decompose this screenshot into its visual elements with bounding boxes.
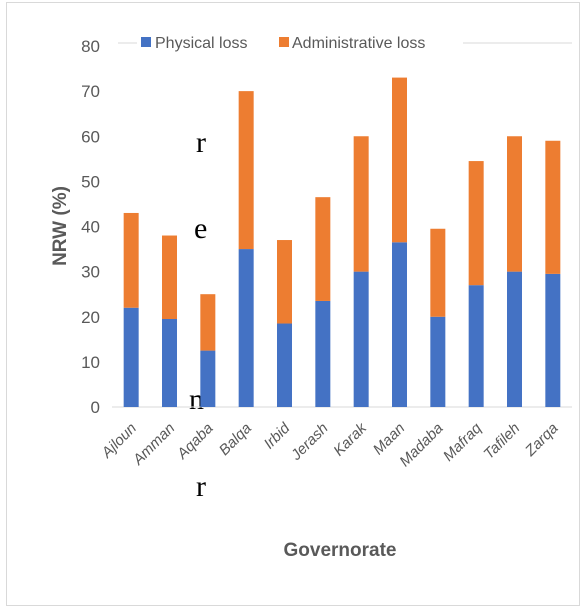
bar-administrative-loss [545,140,561,274]
x-tick-label: Amman [129,420,178,469]
y-tick-label: 10 [81,353,100,372]
y-tick-label: 50 [81,172,100,191]
bar-physical-loss [507,271,522,407]
bar-administrative-loss [123,212,139,308]
bar-physical-loss [353,271,369,407]
bar-physical-loss [315,300,331,407]
y-tick-label: 0 [91,398,100,417]
bar-physical-loss [123,307,139,407]
bar-physical-loss [277,323,292,407]
background-text-fragment: n [189,383,204,416]
background-text-fragment: e [194,212,208,245]
bar-administrative-loss [277,240,292,324]
bar-physical-loss [545,273,561,407]
legend-label: Administrative loss [292,35,425,52]
bar-administrative-loss [200,294,216,351]
y-tick-label: 70 [81,82,100,101]
x-tick-label: Tafileh [480,420,523,463]
legend-swatch [279,37,289,47]
x-tick-label: Jerash [287,420,332,465]
background-text-fragment: r [196,470,206,503]
bar-physical-loss [430,316,446,407]
x-axis-title: Governorate [284,540,397,561]
y-tick-label: 60 [81,127,100,146]
x-tick-label: Zarqa [521,420,561,460]
figure-frame [6,2,580,606]
bar-administrative-loss [162,235,177,320]
legend-swatch [141,37,151,47]
x-tick-label: Aqaba [173,420,216,463]
bar-physical-loss [162,319,177,407]
bar-administrative-loss [507,136,522,272]
x-tick-label: Mafraq [440,419,485,464]
bar-physical-loss [392,242,407,407]
x-tick-label: Karak [330,419,371,460]
x-tick-label: Irbid [261,419,294,452]
bar-administrative-loss [468,161,484,286]
bar-administrative-loss [353,136,369,272]
background-text-fragment: r [196,126,206,159]
legend-label: Physical loss [155,35,247,52]
bar-physical-loss [238,249,254,407]
bar-administrative-loss [392,77,407,243]
bar-administrative-loss [238,91,254,250]
bar-physical-loss [200,350,216,407]
y-tick-label: 30 [81,263,100,282]
bar-administrative-loss [430,228,446,317]
y-tick-label: 80 [81,37,100,56]
bar-administrative-loss [315,197,331,301]
y-axis-title: NRW (%) [50,186,71,266]
y-tick-label: 40 [81,218,100,237]
x-tick-label: Balqa [216,420,255,459]
bar-physical-loss [468,285,484,407]
y-tick-label: 20 [81,308,100,327]
